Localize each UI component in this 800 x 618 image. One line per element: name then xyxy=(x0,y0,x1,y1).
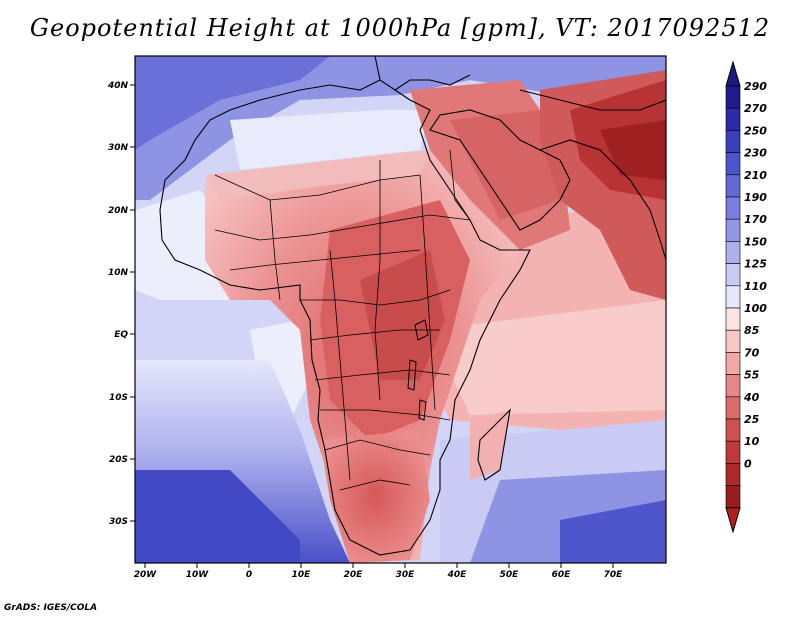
lat-label-eq: EQ xyxy=(114,330,128,340)
colorbar-box xyxy=(725,85,741,109)
lon-label-0: 0 xyxy=(246,570,252,580)
lon-label-20w: 20W xyxy=(134,570,158,580)
colorbar-level-label: 250 xyxy=(744,124,767,137)
colorbar-box xyxy=(725,485,741,509)
colorbar-box xyxy=(725,352,741,375)
colorbar-box xyxy=(725,174,741,198)
colorbar-box xyxy=(725,263,741,287)
lakes xyxy=(407,319,429,421)
colorbar-level-label: 270 xyxy=(744,102,767,115)
colorbar-level-label: 125 xyxy=(744,258,767,271)
colorbar-box xyxy=(725,218,741,242)
colorbar-box xyxy=(725,307,741,331)
lon-label-20e: 20E xyxy=(344,570,364,580)
lon-label-10w: 10W xyxy=(186,570,210,580)
colorbar-box xyxy=(725,418,741,442)
colorbar-level-label: 25 xyxy=(744,413,760,426)
colorbar-box xyxy=(725,285,741,309)
colorbar-level-label: 210 xyxy=(744,169,767,182)
colorbar-box xyxy=(725,107,741,131)
colorbar-level-label: 100 xyxy=(744,302,767,315)
coastlines xyxy=(159,56,666,556)
colorbar-level-label: 110 xyxy=(744,280,767,293)
lat-label-20n: 20N xyxy=(108,206,129,216)
lon-label-10e: 10E xyxy=(292,570,312,580)
lat-label-10n: 10N xyxy=(108,268,129,278)
colorbar-box xyxy=(725,152,741,176)
map-frame xyxy=(134,55,667,564)
grads-credit: GrADS: IGES/COLA xyxy=(4,603,98,613)
longitude-axis: 20W 10W 0 10E 20E 30E 40E 50E 60E 70E xyxy=(134,563,623,580)
colorbar-level-label: 190 xyxy=(744,191,767,204)
colorbar-level-label: 10 xyxy=(744,435,760,448)
lon-label-50e: 50E xyxy=(500,570,520,580)
colorbar-box xyxy=(725,196,741,220)
lat-label-30s: 30S xyxy=(109,517,128,527)
colorbar-level-label: 40 xyxy=(743,391,760,404)
lat-label-30n: 30N xyxy=(108,143,129,153)
lon-label-30e: 30E xyxy=(396,570,416,580)
lat-label-10s: 10S xyxy=(109,393,128,403)
lon-label-70e: 70E xyxy=(604,570,624,580)
country-borders xyxy=(214,149,471,491)
colorbar-level-label: 55 xyxy=(744,369,760,382)
colorbar-level-label: 170 xyxy=(744,213,767,226)
colorbar-level-label: 290 xyxy=(744,80,767,93)
colorbar-level-label: 85 xyxy=(744,324,760,337)
colorbar-box xyxy=(725,329,741,353)
colorbar-level-label: 230 xyxy=(744,147,767,160)
lat-label-20s: 20S xyxy=(109,455,128,465)
colorbar-box xyxy=(725,130,741,153)
latitude-axis: 40N 30N 20N 10N EQ 10S 20S 30S xyxy=(107,81,135,527)
colorbar-level-label: 150 xyxy=(744,235,767,248)
colorbar-box xyxy=(725,440,741,464)
lon-label-40e: 40E xyxy=(447,570,468,580)
colorbar: 2902702502302101901701501251101008570554… xyxy=(725,60,767,534)
colorbar-bottom-arrow xyxy=(725,507,741,534)
colorbar-box xyxy=(725,241,741,264)
map-panel xyxy=(135,56,666,563)
colorbar-box xyxy=(725,463,741,486)
colorbar-box xyxy=(725,374,741,398)
colorbar-top-arrow xyxy=(725,60,741,87)
map-title: Geopotential Height at 1000hPa [gpm], VT… xyxy=(29,14,771,42)
colorbar-level-label: 70 xyxy=(744,346,760,359)
colorbar-level-label: 0 xyxy=(744,457,752,470)
lon-label-60e: 60E xyxy=(552,570,572,580)
colorbar-box xyxy=(725,396,741,420)
lat-label-40n: 40N xyxy=(107,81,129,91)
